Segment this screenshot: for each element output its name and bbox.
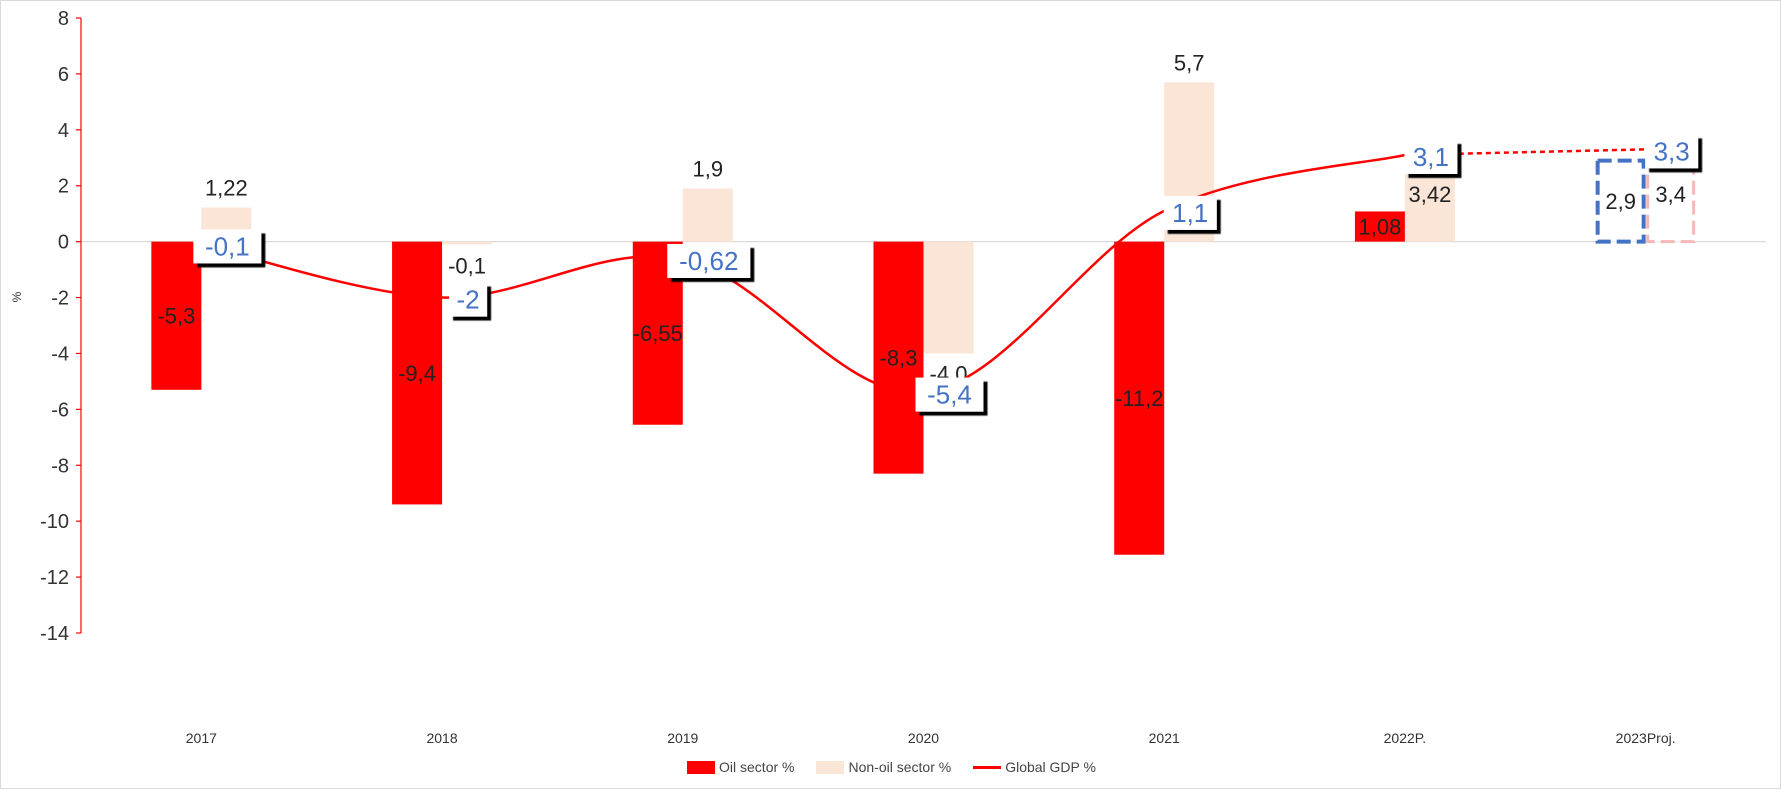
y-tick-label: -14 <box>40 623 69 645</box>
y-tick-label: 8 <box>58 8 69 30</box>
y-tick-label: -8 <box>51 455 69 477</box>
gdp-line-actual <box>201 153 1406 394</box>
x-tick-label: 2021 <box>1149 730 1180 746</box>
y-axis-label: % <box>10 291 24 302</box>
bar-labels-layer: -5,31,22-9,4-0,1-6,551,9-8,3-4,0-11,25,7… <box>157 50 1686 411</box>
x-ticks-layer: 2017 2018 2019 2020 2021 2022P. 2023Proj. <box>186 730 1676 746</box>
gdp-label-box <box>1163 195 1217 230</box>
y-tick-label: -10 <box>40 511 69 533</box>
x-tick-label: 2017 <box>186 730 217 746</box>
gdp-label: -0,1 <box>205 231 250 261</box>
oil-bar-label: -8,3 <box>880 346 918 371</box>
legend-swatch-gdp <box>973 765 1002 769</box>
y-tick-label: -12 <box>40 567 69 589</box>
gdp-label: -5,4 <box>927 380 972 410</box>
oil-bar <box>1354 211 1405 242</box>
legend-label-gdp: Global GDP % <box>1005 759 1096 775</box>
oil-bar-label: -5,3 <box>157 304 195 329</box>
oil-bar <box>1114 241 1165 555</box>
legend-item-gdp[interactable]: Global GDP % <box>973 759 1096 775</box>
gdp-labels-layer: -0,1 -2 -0,62 -5,4 1,1 3,1 3,3 <box>193 134 1699 412</box>
legend-label-oil: Oil sector % <box>719 759 795 775</box>
legend-swatch-nonoil <box>816 760 845 774</box>
legend-label-nonoil: Non-oil sector % <box>848 759 952 775</box>
gdp-label-box <box>1404 139 1458 174</box>
legend-swatch-oil <box>687 760 716 774</box>
nonoil-bar-label: 3,42 <box>1409 182 1452 207</box>
y-tick-label: -4 <box>51 343 69 365</box>
oil-bar-label: -11,2 <box>1115 386 1164 411</box>
gdp-label-box <box>193 229 262 264</box>
oil-bar <box>392 241 443 505</box>
nonoil-bar-label: 3,4 <box>1655 182 1686 207</box>
nonoil-bar-label: -0,1 <box>448 254 486 279</box>
legend: Oil sector % Non-oil sector % Global GDP… <box>1 756 1781 778</box>
nonoil-bar-label: 5,7 <box>1174 50 1205 75</box>
oil-bar-label: 1,08 <box>1359 215 1402 240</box>
y-tick-label: 2 <box>58 176 69 198</box>
gdp-label-box <box>667 243 751 278</box>
gdp-label: 3,1 <box>1413 142 1449 172</box>
oil-bar-label: 2,9 <box>1605 189 1636 214</box>
gdp-label: -2 <box>457 285 480 315</box>
nonoil-bar-label: 1,9 <box>692 157 723 182</box>
gdp-label: -0,62 <box>679 246 738 276</box>
gdp-label-box <box>1645 134 1699 169</box>
oil-bar <box>151 241 202 390</box>
x-tick-label: 2022P. <box>1384 730 1427 746</box>
y-tick-label: -6 <box>51 399 69 421</box>
gdp-label-box <box>449 282 488 317</box>
y-tick-label: 6 <box>58 64 69 86</box>
y-ticks-layer: -14 -12 -10 -8 -6 -4 -2 0 2 4 6 8 <box>40 8 81 645</box>
gdp-label: 3,3 <box>1654 136 1690 166</box>
legend-item-nonoil[interactable]: Non-oil sector % <box>816 759 951 775</box>
legend-item-oil[interactable]: Oil sector % <box>687 759 794 775</box>
x-tick-label: 2023Proj. <box>1616 730 1676 746</box>
y-tick-label: 4 <box>58 120 69 142</box>
nonoil-bar <box>682 188 733 242</box>
oil-bar-label: -9,4 <box>398 361 436 386</box>
nonoil-bar-label: 1,22 <box>205 176 248 201</box>
x-tick-label: 2018 <box>426 730 457 746</box>
x-tick-label: 2020 <box>908 730 939 746</box>
nonoil-bar <box>442 241 493 245</box>
gdp-label-box <box>915 377 984 412</box>
oil-bar-label: -6,55 <box>633 321 683 346</box>
nonoil-bar <box>923 241 974 354</box>
y-tick-label: 0 <box>58 232 69 254</box>
x-tick-label: 2019 <box>667 730 698 746</box>
y-tick-label: -2 <box>51 288 69 310</box>
oil-bar <box>1595 158 1646 244</box>
gdp-label: 1,1 <box>1172 198 1208 228</box>
oil-bar <box>873 241 924 474</box>
